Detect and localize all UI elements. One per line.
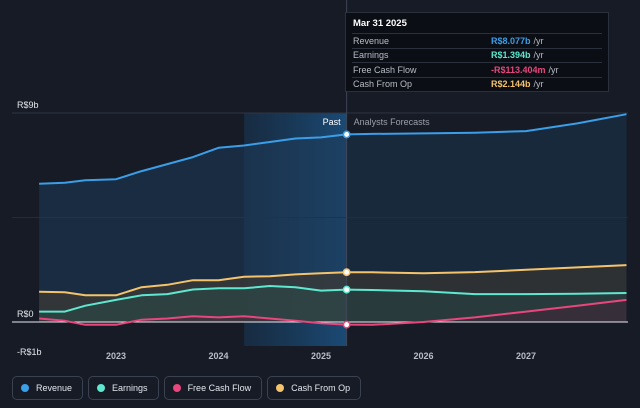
x-tick-label: 2025 [311,351,331,361]
tooltip-date: Mar 31 2025 [353,18,407,29]
tooltip-unit: /yr [533,79,544,90]
legend-dot-icon [276,384,285,392]
cash-from-op-marker [342,268,351,277]
tooltip-value: R$1.394b [491,50,531,61]
tooltip-unit: /yr [533,35,544,46]
legend-dot-icon [172,384,181,392]
legend-dot-icon [21,384,29,392]
y-tick-label: R$9b [17,100,39,110]
free-cash-flow-line [39,298,627,326]
tooltip-row-cash-from-op: Cash From Op R$2.144b /yr [352,76,602,92]
tooltip-label: Cash From Op [353,79,413,90]
cash-from-op-line [39,264,627,297]
legend-item-cash-from-op[interactable]: Cash From Op [267,376,362,400]
forecast-region [346,113,628,346]
tooltip-label: Revenue [353,35,390,46]
tooltip-unit: /yr [548,64,559,75]
legend-label: Earnings [112,383,148,393]
legend: Revenue Earnings Free Cash Flow Cash Fro… [12,376,362,400]
x-tick-label: 2027 [516,351,536,361]
legend-dot-icon [97,384,106,392]
y-tick-label: R$0 [17,309,34,319]
earnings-line [39,285,627,313]
tooltip-row-earnings: Earnings R$1.394b /yr [352,47,602,63]
revenue-marker [342,130,351,139]
x-tick-label: 2023 [106,351,126,361]
revenue-area [39,114,627,322]
tooltip-label: Free Cash Flow [353,64,417,75]
tooltip-label: Earnings [353,50,389,61]
x-tick-label: 2024 [208,351,228,361]
tooltip-value: R$2.144b [491,79,531,90]
tooltip-value: R$8.077b [491,35,531,46]
legend-label: Free Cash Flow [187,383,252,393]
tooltip-value: -R$113.404m [491,64,546,75]
legend-item-earnings[interactable]: Earnings [88,376,159,400]
tooltip-unit: /yr [533,50,544,61]
y-tick-label: -R$1b [17,347,42,357]
legend-item-revenue[interactable]: Revenue [12,376,84,400]
tooltip-row-revenue: Revenue R$8.077b /yr [352,33,602,48]
legend-label: Cash From Op [291,383,351,393]
tooltip-row-free-cash-flow: Free Cash Flow -R$113.404m /yr [352,62,602,77]
revenue-line [39,113,627,185]
legend-item-free-cash-flow[interactable]: Free Cash Flow [163,376,263,400]
x-tick-label: 2026 [413,351,433,361]
legend-label: Revenue [36,383,73,393]
past-label: Past [323,117,342,127]
forecast-label: Analysts Forecasts [354,117,431,127]
tooltip: Mar 31 2025 Revenue R$8.077b /yr Earning… [345,12,609,92]
earnings-marker [342,285,351,294]
free-cash-flow-marker [342,320,351,329]
free-cash-flow-area [39,299,627,325]
